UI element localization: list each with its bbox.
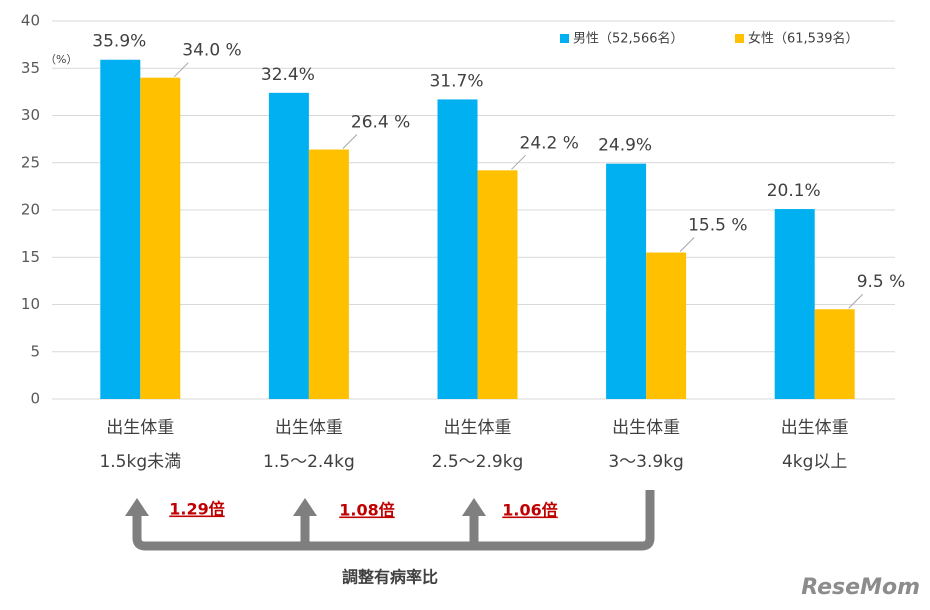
value-label: 24.9% — [598, 136, 652, 156]
legend-label: 男性（52,566名） — [573, 31, 684, 47]
value-label: 20.1% — [767, 181, 821, 201]
y-tick-label: 30 — [21, 106, 40, 124]
bar — [268, 92, 309, 399]
value-label: 9.5 % — [857, 272, 906, 292]
arrow-head — [462, 498, 486, 516]
arrow-heads — [125, 498, 486, 516]
leader-line — [511, 154, 526, 170]
y-tick-label: 25 — [21, 153, 40, 171]
x-tick-label: 出生体重 — [106, 418, 174, 438]
ratio-arrows — [132, 490, 655, 551]
bar — [814, 309, 855, 399]
x-tick-label: 出生体重 — [612, 418, 680, 438]
value-label: 26.4 % — [351, 113, 410, 133]
x-tick-label: 出生体重 — [781, 418, 849, 438]
bar — [646, 252, 687, 399]
watermark: ReseMom — [801, 575, 920, 600]
y-unit: （%） — [45, 53, 77, 66]
bar — [774, 209, 815, 399]
value-label: 15.5 % — [688, 216, 747, 236]
bar — [100, 59, 141, 400]
ratio-label: 1.08倍 — [339, 501, 394, 520]
value-label: 34.0 % — [182, 41, 241, 61]
leader-line — [848, 293, 864, 309]
x-tick-label: 2.5～2.9kg — [432, 452, 524, 472]
y-tick-label: 15 — [21, 248, 40, 266]
value-label: 32.4% — [261, 65, 315, 85]
bar — [437, 99, 478, 399]
bar — [606, 163, 647, 399]
arrow-head — [293, 498, 317, 516]
x-tick-label: 4kg以上 — [782, 452, 847, 472]
arrow-head — [125, 498, 149, 516]
legend-swatch — [560, 34, 569, 43]
value-label: 31.7% — [429, 71, 483, 91]
arrow-line — [132, 490, 655, 551]
y-tick-label: 0 — [30, 390, 40, 408]
x-tick-label: 1.5～2.4kg — [263, 452, 355, 472]
y-tick-label: 20 — [21, 201, 40, 219]
leader-line — [342, 134, 358, 149]
leader-line — [679, 237, 695, 252]
leader-line — [173, 62, 189, 78]
ratio-label: 1.06倍 — [502, 501, 557, 520]
y-tick-label: 10 — [21, 295, 40, 313]
bar — [477, 170, 518, 399]
y-tick-label: 40 — [21, 12, 40, 30]
value-label: 24.2 % — [520, 133, 579, 153]
y-tick-label: 5 — [30, 342, 40, 360]
x-tick-label: 1.5kg未満 — [99, 452, 181, 472]
y-tick-label: 35 — [21, 59, 40, 77]
value-label: 35.9% — [92, 32, 146, 52]
legend-label: 女性（61,539名） — [748, 31, 859, 47]
bar — [308, 149, 349, 399]
legend-swatch — [735, 34, 744, 43]
bar — [140, 77, 181, 399]
ratio-title: 調整有病率比 — [342, 568, 438, 587]
x-tick-label: 出生体重 — [444, 418, 512, 438]
x-tick-label: 出生体重 — [275, 418, 343, 438]
ratio-label: 1.29倍 — [169, 500, 224, 519]
x-tick-label: 3～3.9kg — [608, 452, 684, 472]
